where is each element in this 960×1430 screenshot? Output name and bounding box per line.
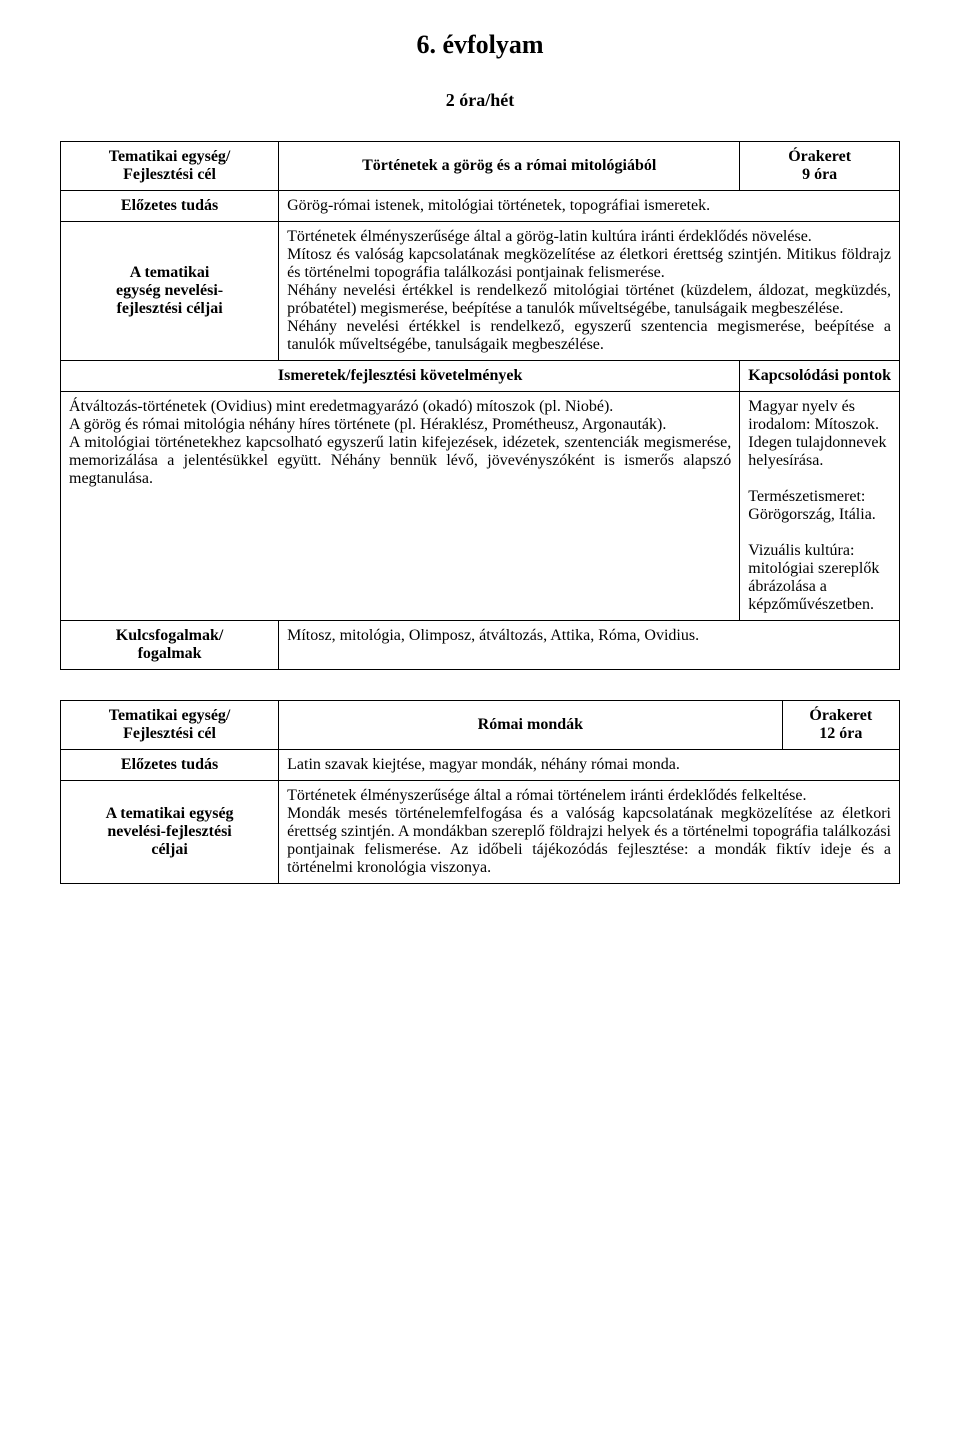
cell-topic-title: Római mondák	[279, 701, 782, 750]
cell-tematikai-celjai: A tematikai egység nevelési-fejlesztési …	[61, 781, 279, 884]
cell-content: Mítosz, mitológia, Olimposz, átváltozás,…	[279, 621, 900, 670]
text-line: Kulcsfogalmak/	[69, 627, 270, 645]
cell-orakeret: Órakeret 12 óra	[782, 701, 899, 750]
cell-orakeret: Órakeret 9 óra	[740, 142, 900, 191]
text-line: fejlesztési céljai	[69, 300, 270, 318]
cell-elozetes-tudas: Előzetes tudás	[61, 191, 279, 222]
text-line: Tematikai egység/	[69, 707, 270, 725]
cell-ismeretek-header: Ismeretek/fejlesztési követelmények	[61, 361, 740, 392]
table-row: Ismeretek/fejlesztési követelmények Kapc…	[61, 361, 900, 392]
cell-content: Magyar nyelv és irodalom: Mítoszok. Ideg…	[740, 392, 900, 621]
text-line: Órakeret	[791, 707, 891, 725]
page-subtitle: 2 óra/hét	[60, 90, 900, 111]
cell-tematikai-celjai: A tematikai egység nevelési- fejlesztési…	[61, 222, 279, 361]
text-line: nevelési-fejlesztési	[69, 823, 270, 841]
table-row: A tematikai egység nevelési- fejlesztési…	[61, 222, 900, 361]
text-line: 12 óra	[791, 725, 891, 743]
cell-content: Átváltozás-történetek (Ovidius) mint ere…	[61, 392, 740, 621]
cell-topic-title: Történetek a görög és a római mitológiáb…	[279, 142, 740, 191]
text-line: Fejlesztési cél	[69, 166, 270, 184]
text-line: A tematikai	[69, 264, 270, 282]
page-title: 6. évfolyam	[60, 30, 900, 60]
text-line: Fejlesztési cél	[69, 725, 270, 743]
table-row: Kulcsfogalmak/ fogalmak Mítosz, mitológi…	[61, 621, 900, 670]
table-row: Előzetes tudás Görög-római istenek, mito…	[61, 191, 900, 222]
table-2: Tematikai egység/ Fejlesztési cél Római …	[60, 700, 900, 884]
table-row: Átváltozás-történetek (Ovidius) mint ere…	[61, 392, 900, 621]
text-line: A tematikai egység	[69, 805, 270, 823]
cell-kulcsfogalmak: Kulcsfogalmak/ fogalmak	[61, 621, 279, 670]
table-1: Tematikai egység/ Fejlesztési cél Történ…	[60, 141, 900, 670]
cell-content: Történetek élményszerűsége által a római…	[279, 781, 900, 884]
cell-tematikai-egyseg: Tematikai egység/ Fejlesztési cél	[61, 701, 279, 750]
text-line: Órakeret	[748, 148, 891, 166]
table-row: Tematikai egység/ Fejlesztési cél Történ…	[61, 142, 900, 191]
cell-kapcsolodasi-header: Kapcsolódási pontok	[740, 361, 900, 392]
text-line: céljai	[69, 841, 270, 859]
text-line: fogalmak	[69, 645, 270, 663]
cell-tematikai-egyseg: Tematikai egység/ Fejlesztési cél	[61, 142, 279, 191]
table-row: Tematikai egység/ Fejlesztési cél Római …	[61, 701, 900, 750]
cell-content: Latin szavak kiejtése, magyar mondák, né…	[279, 750, 900, 781]
text-line: Tematikai egység/	[69, 148, 270, 166]
cell-elozetes-tudas: Előzetes tudás	[61, 750, 279, 781]
cell-content: Görög-római istenek, mitológiai történet…	[279, 191, 900, 222]
text-line: 9 óra	[748, 166, 891, 184]
table-row: Előzetes tudás Latin szavak kiejtése, ma…	[61, 750, 900, 781]
cell-content: Történetek élményszerűsége által a görög…	[279, 222, 900, 361]
table-row: A tematikai egység nevelési-fejlesztési …	[61, 781, 900, 884]
text-line: egység nevelési-	[69, 282, 270, 300]
